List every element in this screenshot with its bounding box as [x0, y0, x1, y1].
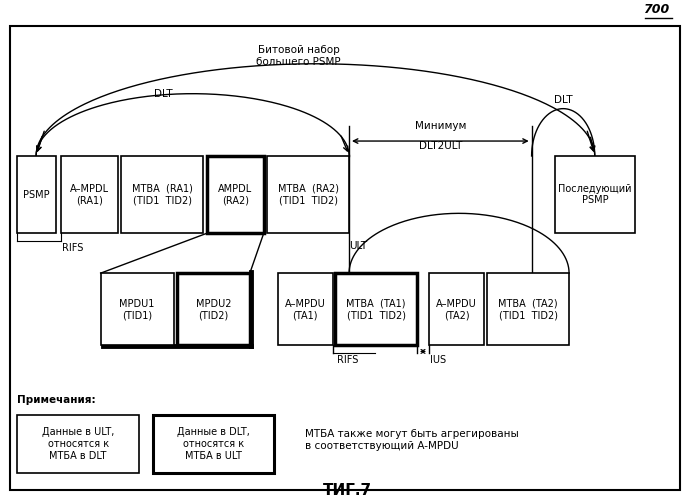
Text: Данные в DLT,
относятся к
МТБА в ULT: Данные в DLT, относятся к МТБА в ULT	[177, 428, 250, 460]
Text: MPDU2
(TID2): MPDU2 (TID2)	[196, 298, 231, 320]
Text: MTBA  (TA1)
(TID1  TID2): MTBA (TA1) (TID1 TID2)	[346, 298, 406, 320]
Text: MTBA  (TA2)
(TID1  TID2): MTBA (TA2) (TID1 TID2)	[498, 298, 558, 320]
Text: AMPDL
(RA2): AMPDL (RA2)	[218, 184, 253, 206]
FancyBboxPatch shape	[278, 273, 333, 345]
Text: RIFS: RIFS	[62, 243, 84, 253]
Text: RIFS: RIFS	[337, 356, 358, 366]
Text: MPDU1
(TID1): MPDU1 (TID1)	[119, 298, 155, 320]
Text: A–MPDU
(TA2): A–MPDU (TA2)	[437, 298, 477, 320]
FancyBboxPatch shape	[335, 273, 417, 345]
FancyBboxPatch shape	[207, 156, 264, 234]
Text: 700: 700	[643, 4, 670, 16]
FancyBboxPatch shape	[10, 26, 680, 490]
Text: Битовой набор
большего PSMP: Битовой набор большего PSMP	[256, 46, 341, 67]
Text: MTBA  (RA1)
(TID1  TID2): MTBA (RA1) (TID1 TID2)	[132, 184, 193, 206]
FancyBboxPatch shape	[153, 415, 274, 472]
FancyBboxPatch shape	[101, 273, 174, 345]
FancyBboxPatch shape	[121, 156, 203, 234]
FancyBboxPatch shape	[487, 273, 569, 345]
Text: Примечания:: Примечания:	[17, 396, 96, 406]
Text: DLT: DLT	[554, 94, 572, 104]
FancyBboxPatch shape	[17, 156, 56, 234]
Text: DLT2ULT: DLT2ULT	[419, 141, 462, 151]
Text: ΤИГ.7: ΤИГ.7	[323, 482, 371, 498]
Text: DLT: DLT	[154, 88, 172, 99]
Text: ULT: ULT	[349, 240, 367, 250]
Text: Последующий
PSMP: Последующий PSMP	[559, 184, 632, 206]
Text: MTBA  (RA2)
(TID1  TID2): MTBA (RA2) (TID1 TID2)	[278, 184, 339, 206]
Text: PSMP: PSMP	[23, 190, 50, 200]
FancyBboxPatch shape	[61, 156, 118, 234]
FancyBboxPatch shape	[267, 156, 349, 234]
Text: Минимум: Минимум	[415, 121, 466, 131]
Text: A–MPDU
(TA1): A–MPDU (TA1)	[285, 298, 325, 320]
Text: A–MPDL
(RA1): A–MPDL (RA1)	[70, 184, 109, 206]
FancyBboxPatch shape	[17, 415, 139, 472]
FancyBboxPatch shape	[429, 273, 484, 345]
Text: IUS: IUS	[430, 356, 446, 366]
Text: МТБА также могут быть агрегированы
в соответствующий A-MPDU: МТБА также могут быть агрегированы в соо…	[305, 430, 519, 451]
Text: Данные в ULT,
относятся к
МТБА в DLT: Данные в ULT, относятся к МТБА в DLT	[42, 428, 115, 460]
FancyBboxPatch shape	[555, 156, 635, 234]
FancyBboxPatch shape	[177, 273, 250, 345]
